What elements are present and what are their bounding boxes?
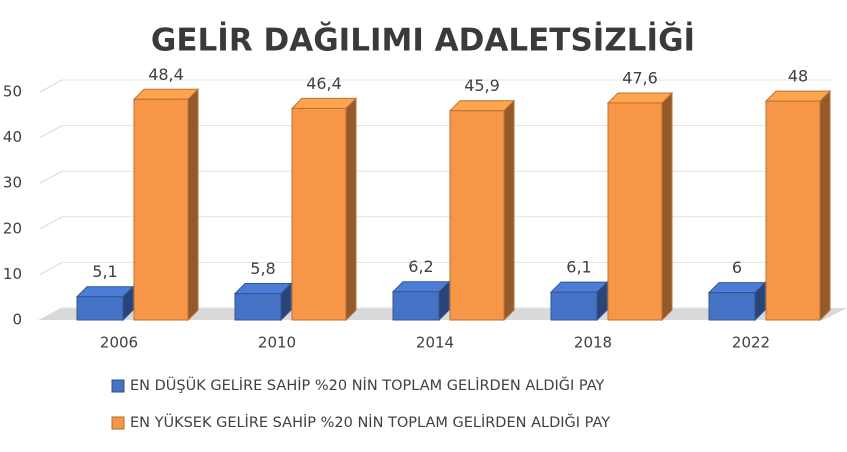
bar-side — [503, 99, 515, 322]
bar-top — [707, 282, 767, 294]
grid-line — [39, 261, 63, 275]
bar — [392, 291, 440, 321]
bar — [234, 293, 282, 321]
data-label: 6,2 — [408, 257, 433, 276]
bar-top — [549, 281, 609, 293]
grid-line — [39, 216, 63, 230]
y-tick-label: 0 — [12, 311, 22, 329]
bar-side — [661, 91, 673, 322]
data-label: 48,4 — [148, 65, 184, 84]
legend-label: EN YÜKSEK GELİRE SAHİP %20 NİN TOPLAM GE… — [130, 413, 610, 431]
data-label: 6 — [732, 258, 742, 277]
bar-top — [391, 281, 451, 293]
x-tick-label: 2022 — [732, 334, 770, 352]
bar-top — [75, 286, 135, 298]
x-tick-label: 2014 — [416, 334, 454, 352]
data-label: 47,6 — [622, 68, 658, 87]
grid-line — [39, 79, 63, 93]
bar-side — [345, 97, 357, 322]
bar — [765, 100, 821, 321]
bar-top — [448, 100, 516, 112]
y-tick-label: 30 — [3, 174, 22, 192]
grid-line — [39, 125, 63, 139]
y-tick-label: 50 — [3, 83, 22, 101]
bar — [76, 296, 124, 321]
data-label: 45,9 — [464, 76, 500, 95]
bar — [607, 102, 663, 321]
x-tick-label: 2006 — [100, 334, 138, 352]
data-label: 6,1 — [566, 258, 591, 277]
data-label: 46,4 — [306, 74, 342, 93]
bar — [291, 107, 347, 321]
bar-side — [819, 89, 831, 322]
bar-top — [764, 90, 832, 102]
data-label: 5,8 — [250, 259, 275, 278]
x-tick-label: 2010 — [258, 334, 296, 352]
legend-swatch — [111, 379, 125, 393]
bar-top — [132, 88, 200, 100]
bar — [708, 292, 756, 321]
bar-side — [187, 88, 199, 322]
y-tick-label: 40 — [3, 128, 22, 146]
bar-top — [290, 97, 358, 109]
data-label: 5,1 — [92, 262, 117, 281]
bar — [550, 291, 598, 321]
y-tick-label: 10 — [3, 265, 22, 283]
grid-line — [39, 170, 63, 184]
y-tick-label: 20 — [3, 219, 22, 237]
legend-swatch — [111, 416, 125, 430]
bar — [449, 110, 505, 321]
bar — [133, 98, 189, 321]
chart-title: GELİR DAĞILIMI ADALETSİZLİĞİ — [151, 22, 695, 59]
bar-top — [606, 92, 674, 104]
grid-line — [39, 307, 63, 321]
x-tick-label: 2018 — [574, 334, 612, 352]
legend-label: EN DÜŞÜK GELİRE SAHİP %20 NİN TOPLAM GEL… — [130, 376, 605, 394]
bar-top — [233, 283, 293, 295]
data-label: 48 — [788, 67, 808, 86]
